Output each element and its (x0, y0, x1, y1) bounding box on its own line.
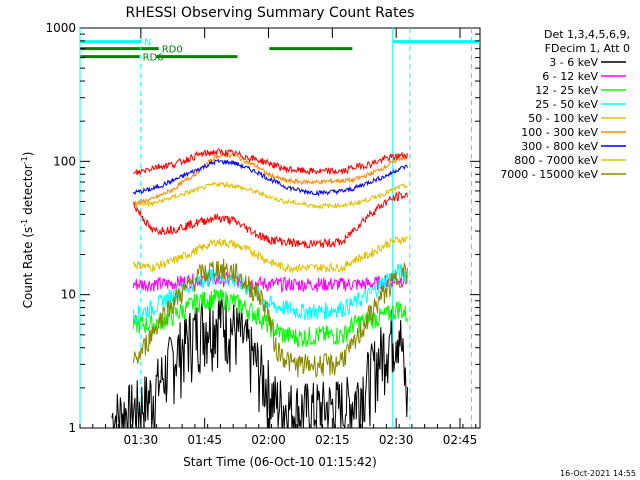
series-line (132, 180, 408, 210)
legend-label: 100 - 300 keV (521, 126, 598, 139)
x-tick-label: 02:15 (315, 433, 350, 447)
x-tick-label: 02:45 (443, 433, 478, 447)
legend-label: 25 - 50 keV (535, 98, 598, 111)
legend-label: 300 - 800 keV (521, 140, 598, 153)
legend-label: 3 - 6 keV (549, 56, 598, 69)
legend-label: 800 - 7000 keV (514, 154, 598, 167)
series-line (111, 292, 409, 429)
legend: Det 1,3,4,5,6,9, FDecim 1, Att 0 3 - 6 k… (500, 28, 630, 181)
y-tick-label: 1 (68, 421, 76, 435)
legend-label: 6 - 12 keV (542, 70, 598, 83)
x-axis: 01:30 01:45 02:00 02:15 02:30 02:45 (79, 28, 478, 447)
series-line (132, 190, 408, 249)
plot-frame (79, 27, 481, 429)
legend-label: 12 - 25 keV (535, 84, 598, 97)
x-axis-label: Start Time (06-Oct-10 01:15:42) (183, 455, 377, 469)
legend-label: 7000 - 15000 keV (500, 168, 598, 181)
vertical-markers (79, 28, 472, 428)
series-line (133, 151, 408, 207)
chart-title: RHESSI Observing Summary Count Rates (126, 5, 415, 21)
series-line (132, 264, 408, 324)
series-line (132, 258, 408, 378)
series-line (132, 235, 408, 274)
y-axis-label: Count Rate (s-1 detector-1) (20, 152, 35, 309)
y-tick-label: 10 (61, 288, 76, 302)
y-axis: 1 10 100 1000 (45, 21, 480, 435)
flag-bar-label: RD0 (162, 45, 183, 56)
legend-header-2: FDecim 1, Att 0 (545, 42, 630, 55)
series-line (132, 271, 408, 294)
x-tick-label: 02:00 (251, 433, 286, 447)
y-tick-label: 1000 (45, 21, 76, 35)
legend-header-1: Det 1,3,4,5,6,9, (544, 28, 630, 41)
y-tick-label: 100 (53, 154, 76, 168)
flag-bar-label: RD6 (143, 53, 164, 64)
flag-bar-label: N (144, 38, 151, 49)
series-line (132, 148, 408, 176)
series-lines (111, 148, 409, 429)
series-line (132, 158, 408, 197)
svg-text:Count Rate (s-1 detector-1): Count Rate (s-1 detector-1) (20, 152, 35, 309)
series-line (132, 288, 408, 348)
x-tick-label: 02:30 (379, 433, 414, 447)
footer-timestamp: 16-Oct-2021 14:55 (560, 469, 636, 478)
legend-label: 50 - 100 keV (528, 112, 598, 125)
x-tick-label: 01:45 (187, 433, 222, 447)
x-tick-label: 01:30 (124, 433, 159, 447)
